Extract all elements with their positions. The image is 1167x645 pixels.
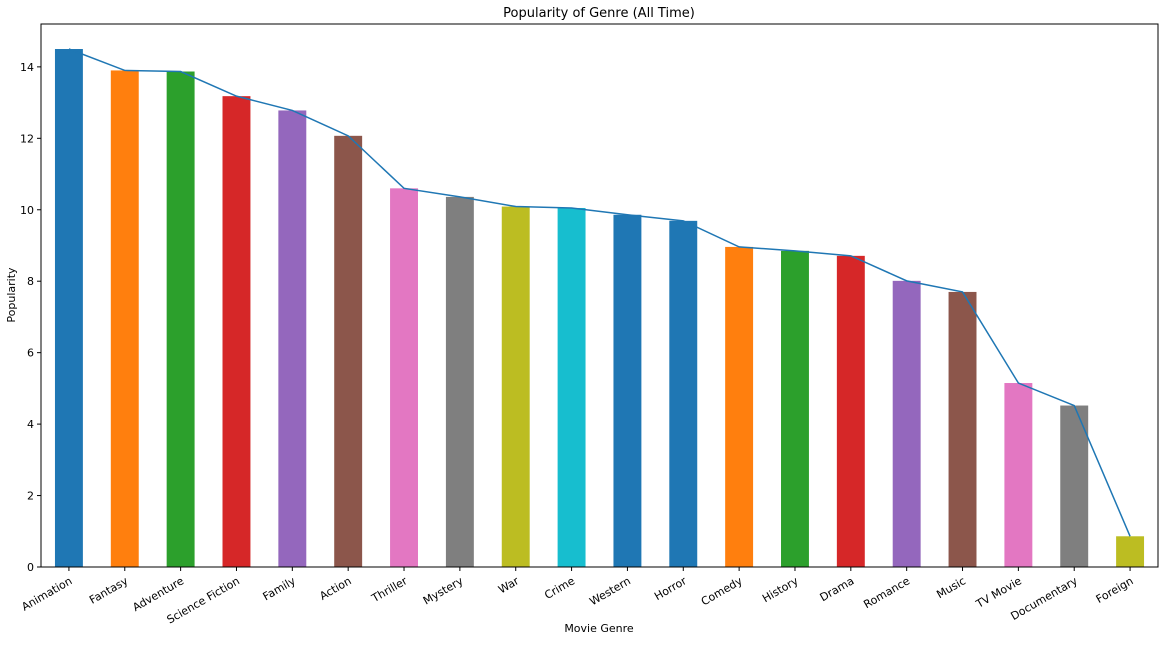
x-tick-label-western: Western: [587, 574, 633, 608]
x-tick-label-war: War: [496, 574, 521, 596]
bar-drama: [836, 255, 865, 567]
bar-animation: [54, 49, 83, 567]
bar-music: [948, 291, 977, 567]
y-tick-label-0: 0: [27, 561, 34, 574]
y-tick-label-14: 14: [20, 61, 34, 74]
bar-crime: [557, 207, 586, 568]
x-tick-label-tv-movie: TV Movie: [973, 574, 1024, 611]
bar-tv-movie: [1004, 383, 1033, 567]
bar-foreign: [1116, 536, 1145, 567]
x-tick-label-action: Action: [317, 574, 353, 602]
y-tick-label-10: 10: [20, 204, 34, 217]
bar-fantasy: [110, 70, 139, 567]
x-tick-label-history: History: [760, 574, 801, 605]
x-tick-label-foreign: Foreign: [1094, 574, 1136, 606]
y-tick-label-2: 2: [27, 490, 34, 503]
bar-mystery: [445, 196, 474, 567]
x-tick-label-romance: Romance: [861, 574, 912, 611]
bar-documentary: [1060, 405, 1089, 567]
y-tick-label-6: 6: [27, 347, 34, 360]
bar-war: [501, 206, 530, 568]
x-tick-label-drama: Drama: [818, 574, 857, 604]
popularity-line: [68, 48, 1131, 537]
x-tick-label-comedy: Comedy: [699, 574, 745, 608]
x-tick-label-animation: Animation: [19, 574, 74, 613]
chart-title: Popularity of Genre (All Time): [503, 6, 695, 21]
y-tick-label-4: 4: [27, 418, 34, 431]
bar-romance: [892, 280, 921, 567]
x-tick-label-family: Family: [261, 574, 299, 603]
bar-comedy: [725, 246, 754, 568]
bar-science-fiction: [222, 96, 251, 567]
bars-layer: [54, 49, 1145, 568]
bar-history: [781, 250, 809, 567]
x-tick-label-thriller: Thriller: [369, 574, 410, 605]
line-layer: [68, 48, 1131, 537]
x-tick-label-crime: Crime: [542, 574, 577, 602]
bar-western: [613, 214, 642, 567]
y-tick-label-12: 12: [20, 132, 34, 145]
y-tick-label-8: 8: [27, 275, 34, 288]
bar-adventure: [166, 71, 195, 567]
bar-thriller: [390, 188, 418, 567]
x-tick-label-horror: Horror: [652, 574, 689, 603]
x-tick-label-fantasy: Fantasy: [87, 574, 131, 607]
plot-frame: [40, 23, 1159, 568]
bar-action: [334, 135, 363, 567]
bar-family: [278, 110, 307, 567]
y-axis-label: Popularity: [5, 267, 18, 323]
x-tick-label-music: Music: [934, 574, 968, 601]
axes-layer: [40, 23, 1159, 568]
x-tick-label-mystery: Mystery: [421, 574, 466, 607]
x-axis-label: Movie Genre: [564, 622, 634, 635]
bar-horror: [669, 220, 698, 567]
